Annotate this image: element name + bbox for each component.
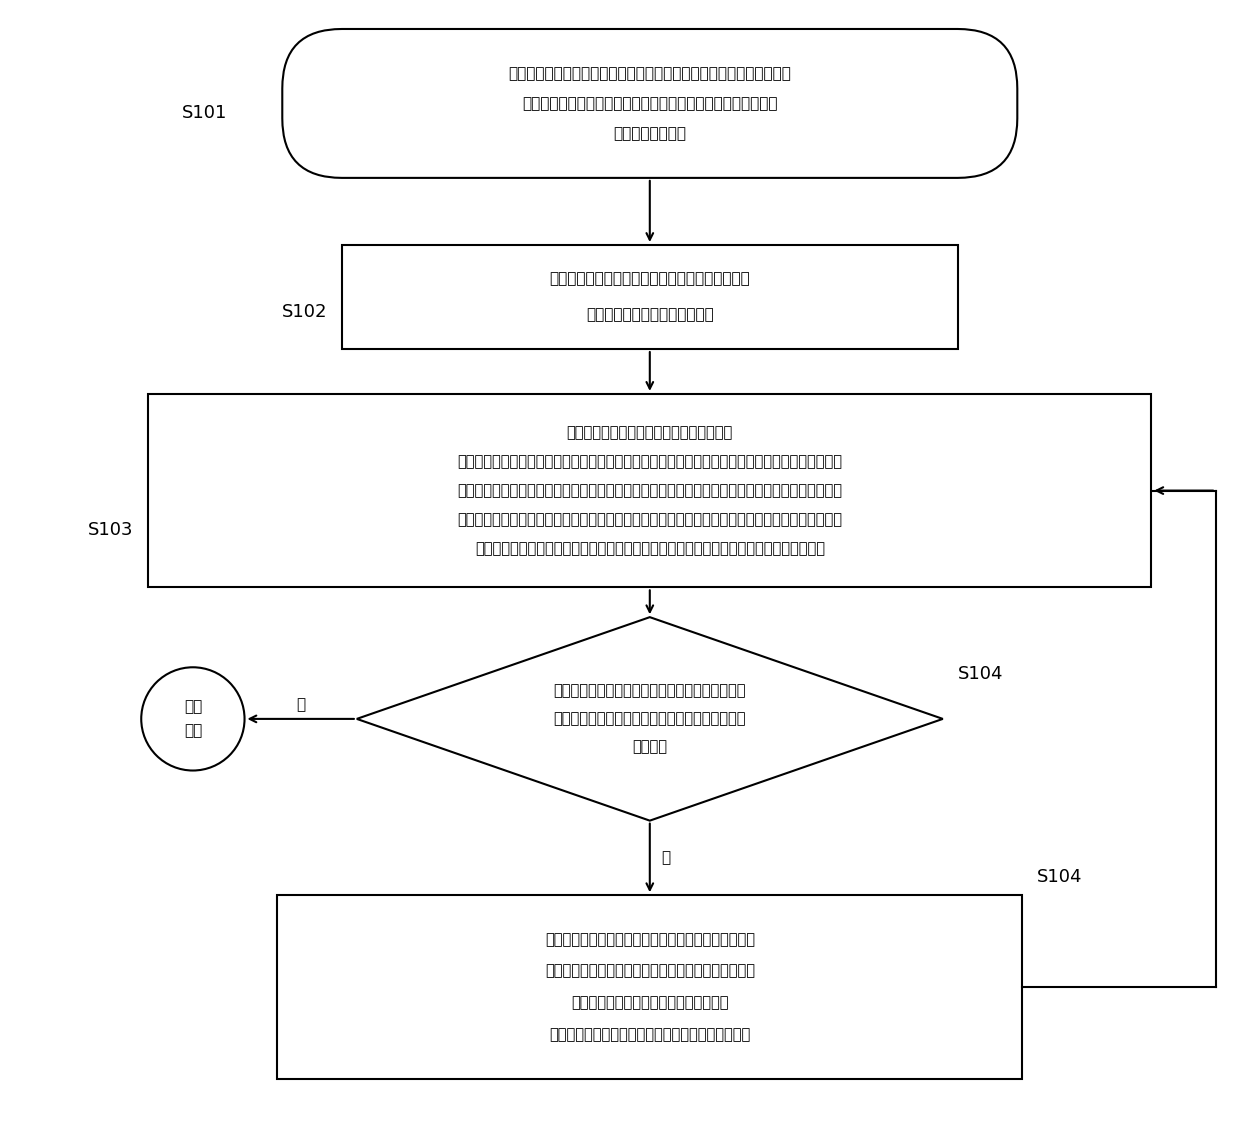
- Text: 检测所述玻璃承载板在多个角度下各个检测: 检测所述玻璃承载板在多个角度下各个检测: [567, 426, 733, 441]
- Text: 选取所述玻璃承载板的调节基准面，调节设置在背离所: 选取所述玻璃承载板的调节基准面，调节设置在背离所: [544, 932, 755, 947]
- Text: 以所述玻璃承载板在第一角度时且以所述中心检测: 以所述玻璃承载板在第一角度时且以所述中心检测: [549, 271, 750, 287]
- Text: 否: 否: [662, 851, 671, 866]
- FancyBboxPatch shape: [283, 28, 1017, 178]
- Text: 停止: 停止: [184, 699, 202, 714]
- Text: 述玻璃承载板一侧的顶起机构，并平移所述变位计进行: 述玻璃承载板一侧的顶起机构，并平移所述变位计进行: [544, 964, 755, 978]
- Text: 形成综合数据，确定所述综合数据中的最大值和最小值的差值记录为本次检测的最大阈值；: 形成综合数据，确定所述综合数据中的最大值和最小值的差值记录为本次检测的最大阈值；: [475, 541, 825, 556]
- Bar: [278, 895, 1022, 1079]
- Bar: [149, 394, 1152, 588]
- Text: S103: S103: [88, 522, 133, 539]
- Text: S101: S101: [182, 105, 228, 122]
- Text: 测位置时多个检测点的独立数据，并且，所述玻璃承载板在每个所述检测位置的独立数据综合在一起: 测位置时多个检测点的独立数据，并且，所述玻璃承载板在每个所述检测位置的独立数据综…: [458, 511, 842, 527]
- Text: 点为基准点对变位计进行归零；: 点为基准点对变位计进行归零；: [587, 308, 714, 322]
- Bar: [342, 245, 957, 350]
- Text: 精度值；: 精度值；: [632, 739, 667, 754]
- Text: 检测，使所述调节基准面的四个角部检测: 检测，使所述调节基准面的四个角部检测: [572, 995, 729, 1010]
- Text: 点的距离均小于所述本次检测的最大阈值的二分之一: 点的距离均小于所述本次检测的最大阈值的二分之一: [549, 1027, 750, 1042]
- Text: 点的距离信息，其中，所述玻璃承载装置包括至少三个所述角度，所述玻璃承载板在每一个所述角度: 点的距离信息，其中，所述玻璃承载装置包括至少三个所述角度，所述玻璃承载板在每一个…: [458, 454, 842, 469]
- Text: S102: S102: [281, 303, 327, 321]
- Text: 比对所述本次检测的最大阈值与预设精度值之间的: 比对所述本次检测的最大阈值与预设精度值之间的: [553, 683, 746, 698]
- Text: 在玻璃承载板的承载面选取多个检测点，其中，所述多个检测点中至少: 在玻璃承载板的承载面选取多个检测点，其中，所述多个检测点中至少: [508, 66, 791, 81]
- Text: 下形成一个检测位置，所述玻璃承载板位于每个所述检测位置时检测并获得所述玻璃承载板在每个检: 下形成一个检测位置，所述玻璃承载板位于每个所述检测位置时检测并获得所述玻璃承载板…: [458, 483, 842, 498]
- Text: 是: 是: [296, 697, 305, 713]
- Text: 部的角部检测点；: 部的角部检测点；: [614, 125, 686, 141]
- Text: 包括位于所述承载面的中心的中心检测点、所述承载面的四个角: 包括位于所述承载面的中心的中心检测点、所述承载面的四个角: [522, 96, 777, 110]
- Circle shape: [141, 667, 244, 770]
- Polygon shape: [357, 617, 942, 820]
- Text: S104: S104: [1037, 868, 1083, 886]
- Text: 关系，判断本次检测的最大阈值是否小于所述预设: 关系，判断本次检测的最大阈值是否小于所述预设: [553, 712, 746, 727]
- Text: S104: S104: [957, 665, 1003, 683]
- Text: 调节: 调节: [184, 723, 202, 738]
